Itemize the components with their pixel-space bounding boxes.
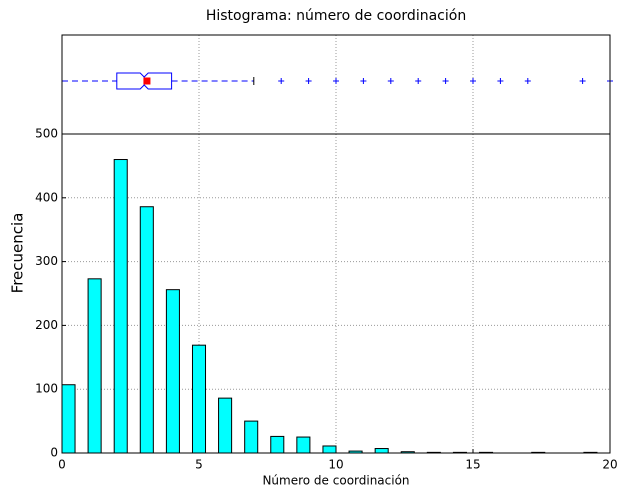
flier (333, 78, 339, 84)
hist-panel-frame (61, 133, 611, 454)
bar (165, 289, 180, 454)
flier (524, 78, 531, 84)
flier (305, 78, 312, 84)
bar (322, 445, 337, 454)
y-tick-label: 100 (35, 382, 58, 396)
flier (415, 78, 422, 84)
flier (470, 78, 476, 84)
flier (497, 78, 504, 84)
x-tick-label: 15 (465, 458, 480, 472)
mean (143, 77, 151, 85)
bar (374, 448, 389, 454)
flier (442, 78, 449, 84)
bar (61, 384, 76, 454)
flier (278, 78, 285, 84)
bar (191, 344, 207, 454)
y-tick-label: 300 (35, 254, 58, 268)
chart-title: Histograma: número de coordinación (206, 8, 466, 24)
bar (296, 436, 311, 454)
y-tick-label: 200 (35, 318, 58, 332)
x-tick-label: 5 (195, 458, 203, 472)
bar (139, 206, 154, 454)
flier (579, 78, 586, 84)
bar (244, 420, 259, 454)
bar (270, 435, 285, 454)
y-tick-label: 400 (35, 190, 58, 204)
x-tick-label: 10 (328, 458, 343, 472)
x-tick-label: 0 (58, 458, 66, 472)
x-axis-label: Número de coordinación (262, 474, 409, 488)
bar (218, 397, 233, 454)
flier (387, 78, 394, 84)
y-axis-label: Frecuencia (9, 213, 27, 294)
flier (360, 78, 367, 84)
x-tick-label: 20 (602, 458, 617, 472)
box (116, 72, 173, 90)
y-tick-label: 0 (50, 446, 58, 460)
y-tick-label: 500 (35, 127, 58, 141)
bar (113, 159, 128, 454)
bar (87, 278, 102, 454)
